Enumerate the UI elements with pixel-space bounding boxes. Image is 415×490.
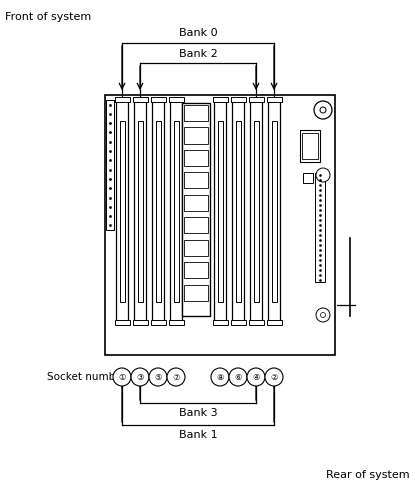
Bar <box>235 121 241 301</box>
Bar <box>168 320 183 325</box>
Bar <box>156 121 161 301</box>
Text: Front of system: Front of system <box>5 12 91 22</box>
Text: ②: ② <box>270 372 278 382</box>
Circle shape <box>316 168 330 182</box>
Text: ⑥: ⑥ <box>234 372 242 382</box>
Text: ⑦: ⑦ <box>172 372 180 382</box>
Bar <box>300 130 320 162</box>
Bar <box>184 150 208 166</box>
Bar <box>217 121 222 301</box>
Circle shape <box>316 308 330 322</box>
Text: Bank 0: Bank 0 <box>179 28 217 38</box>
Bar <box>116 98 128 324</box>
Bar <box>132 320 147 325</box>
Bar <box>266 97 281 102</box>
Text: ④: ④ <box>252 372 260 382</box>
Bar <box>184 172 208 189</box>
Bar <box>168 97 183 102</box>
Bar <box>184 127 208 144</box>
Bar <box>152 98 164 324</box>
Bar <box>173 121 178 301</box>
Text: ⑧: ⑧ <box>216 372 224 382</box>
Bar <box>212 320 227 325</box>
Bar <box>184 240 208 256</box>
Text: Socket numbers: Socket numbers <box>47 372 132 382</box>
Bar <box>115 97 129 102</box>
Bar <box>184 105 208 121</box>
Bar <box>184 195 208 211</box>
Bar <box>184 217 208 233</box>
Bar <box>230 320 246 325</box>
Bar <box>115 320 129 325</box>
Text: ③: ③ <box>136 372 144 382</box>
Bar <box>137 121 142 301</box>
Bar <box>315 173 325 282</box>
Bar <box>182 103 210 316</box>
Bar <box>106 100 114 230</box>
Text: ⑤: ⑤ <box>154 372 162 382</box>
Text: Bank 3: Bank 3 <box>179 408 217 418</box>
Bar <box>303 173 313 183</box>
Bar <box>230 97 246 102</box>
Bar <box>266 320 281 325</box>
Bar <box>268 98 280 324</box>
Circle shape <box>229 368 247 386</box>
Circle shape <box>211 368 229 386</box>
Circle shape <box>113 368 131 386</box>
Bar <box>212 97 227 102</box>
Bar <box>120 121 124 301</box>
Bar <box>184 285 208 301</box>
Circle shape <box>247 368 265 386</box>
Circle shape <box>131 368 149 386</box>
Bar <box>302 133 318 159</box>
Bar <box>134 98 146 324</box>
Bar <box>249 320 264 325</box>
Bar <box>132 97 147 102</box>
Bar <box>170 98 182 324</box>
Circle shape <box>149 368 167 386</box>
Bar <box>271 121 276 301</box>
Bar <box>214 98 226 324</box>
Bar <box>249 97 264 102</box>
Bar <box>151 97 166 102</box>
Circle shape <box>167 368 185 386</box>
Bar <box>250 98 262 324</box>
Text: Rear of system: Rear of system <box>326 470 410 480</box>
Text: Bank 1: Bank 1 <box>179 430 217 440</box>
Circle shape <box>320 107 326 113</box>
Circle shape <box>314 101 332 119</box>
Bar <box>232 98 244 324</box>
Text: Bank 2: Bank 2 <box>178 49 217 59</box>
Bar <box>254 121 259 301</box>
Circle shape <box>265 368 283 386</box>
Text: ①: ① <box>118 372 126 382</box>
Bar <box>105 95 335 355</box>
Bar <box>151 320 166 325</box>
Circle shape <box>320 313 325 318</box>
Bar <box>184 262 208 278</box>
